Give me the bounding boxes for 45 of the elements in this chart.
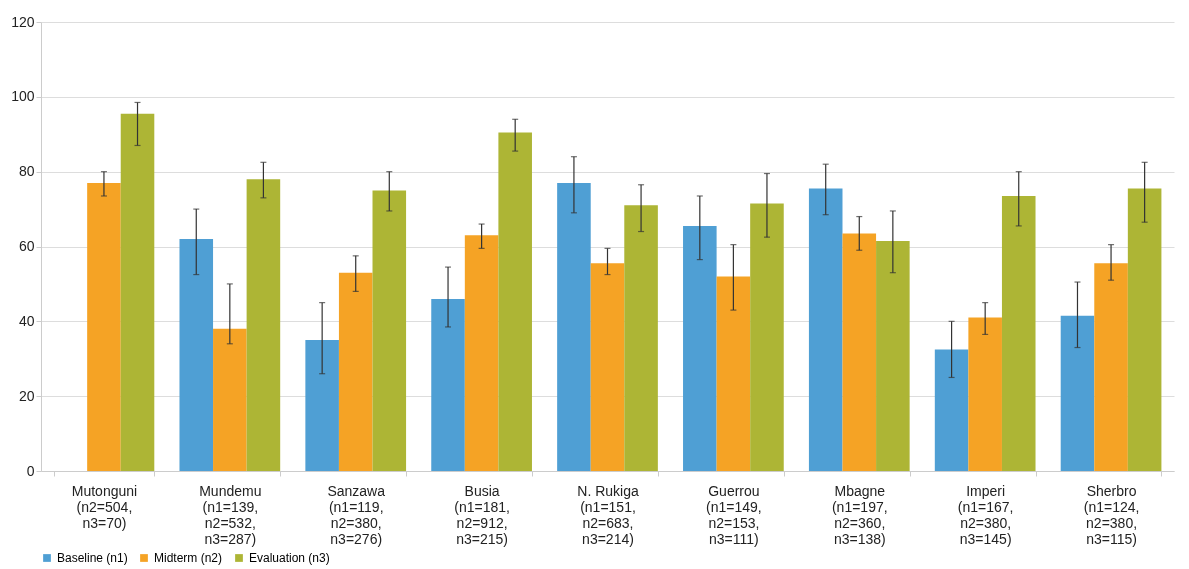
- legend-label: Evaluation (n3): [249, 551, 330, 565]
- x-tick-label: Mutonguni (n2=504, n3=70): [71, 482, 138, 531]
- bar: [968, 317, 1002, 471]
- bar: [808, 188, 843, 471]
- legend-label: Baseline (n1): [57, 551, 128, 565]
- y-tick-label: 60: [18, 238, 35, 254]
- bar: [1094, 263, 1128, 471]
- bar: [683, 225, 717, 471]
- x-tick-label: Guerrou (n1=149, n2=153, n3=111): [706, 482, 762, 547]
- bar: [750, 203, 784, 471]
- bar: [213, 328, 247, 471]
- x-tick-label: Mbagne (n1=197, n2=360, n3=138): [831, 482, 888, 547]
- x-tick-label: Sherbro (n1=124, n2=380, n3=115): [1083, 482, 1140, 547]
- x-tick-label: Busia (n1=181, n2=912, n3=215): [454, 482, 510, 547]
- bar: [934, 349, 969, 471]
- y-tick-label: 0: [26, 462, 35, 479]
- x-tick-label: N. Rukiga (n1=151, n2=683, n3=214): [577, 482, 639, 547]
- bar: [1001, 195, 1036, 471]
- bar: [87, 182, 121, 471]
- bar: [1060, 315, 1095, 471]
- bar: [498, 132, 532, 471]
- bar: [842, 233, 877, 471]
- bar: [338, 272, 373, 471]
- bar: [305, 340, 339, 471]
- bar: [557, 182, 591, 471]
- y-tick-label: 40: [18, 312, 35, 329]
- bar: [464, 235, 499, 471]
- y-tick-label: 120: [11, 13, 35, 30]
- bar: [876, 240, 910, 471]
- bar: [624, 205, 658, 471]
- y-tick-label: 20: [18, 387, 35, 404]
- bar: [246, 179, 281, 471]
- bar: [372, 190, 407, 471]
- bar: [590, 263, 625, 471]
- y-tick-label: 80: [18, 163, 35, 180]
- y-tick-label: 100: [11, 88, 35, 105]
- x-tick-label: Sanzawa (n1=119, n2=380, n3=276): [327, 482, 386, 547]
- bar: [179, 239, 214, 471]
- bar: [120, 113, 155, 471]
- bar: [716, 276, 751, 471]
- legend-label: Midterm (n2): [154, 551, 223, 565]
- x-tick-label: Imperi (n1=167, n2=380, n3=145): [957, 482, 1014, 547]
- bar: [431, 298, 465, 471]
- bar: [1127, 188, 1162, 471]
- x-tick-label: Mundemu (n1=139, n2=532, n3=287): [199, 482, 262, 547]
